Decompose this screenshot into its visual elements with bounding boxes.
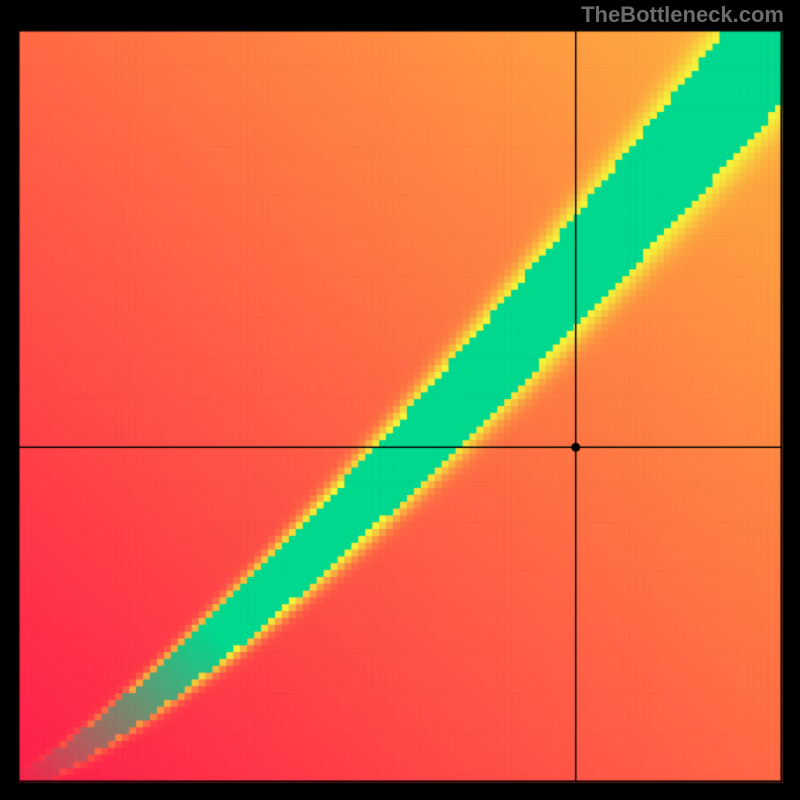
watermark-text: TheBottleneck.com — [581, 2, 784, 28]
chart-container: TheBottleneck.com — [0, 0, 800, 800]
bottleneck-heatmap — [0, 0, 800, 800]
